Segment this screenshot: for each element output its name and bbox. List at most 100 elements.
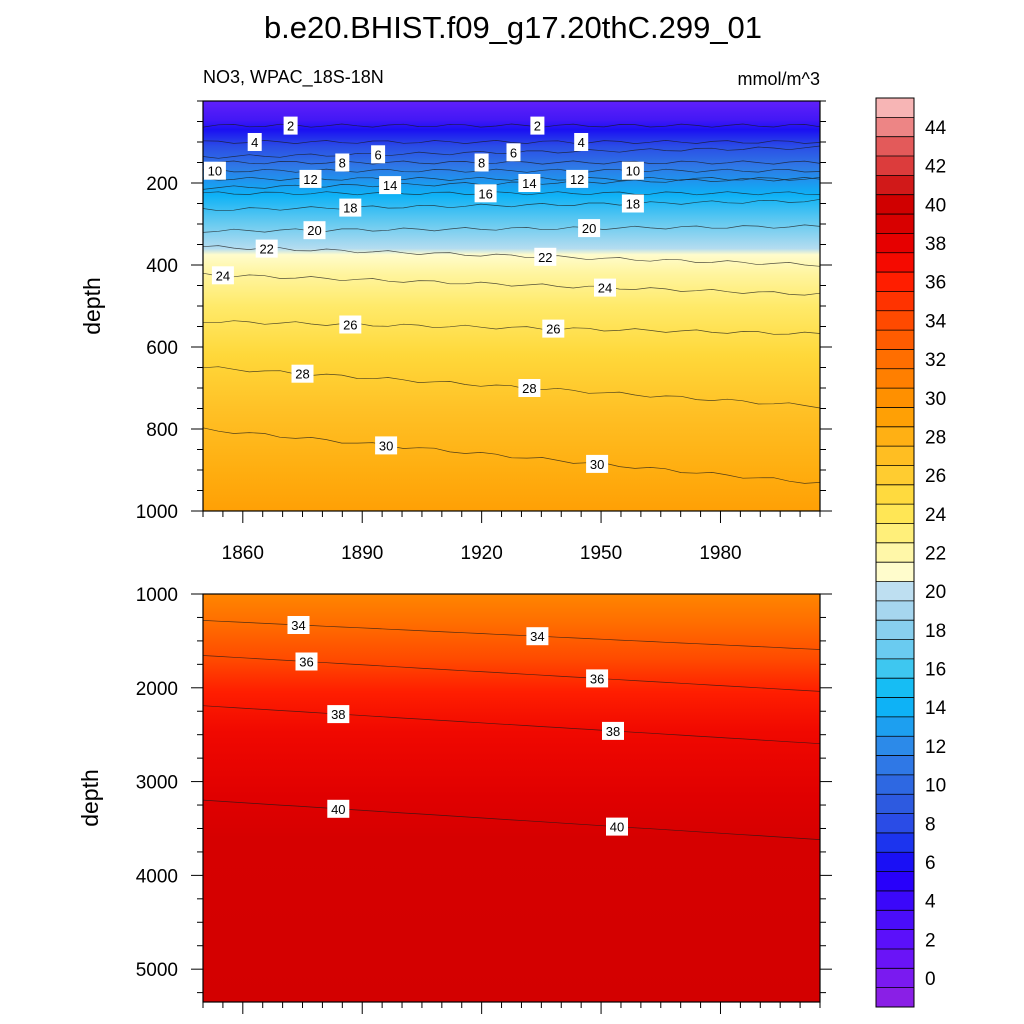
units-label: mmol/m^3: [738, 69, 820, 89]
colorbar-swatch: [876, 678, 914, 698]
contour-label-text: 6: [374, 147, 381, 162]
contour-label: 36: [296, 653, 318, 671]
contour-label-text: 4: [578, 135, 585, 150]
colorbar-label: 20: [925, 582, 946, 603]
contour-label: 38: [327, 705, 349, 723]
colorbar-swatch: [876, 717, 914, 737]
colorbar-swatch: [876, 233, 914, 253]
y-tick-label: 600: [146, 338, 178, 359]
contour-label: 8: [475, 154, 489, 172]
x-tick-label: 1950: [580, 543, 622, 564]
contour-label-text: 14: [383, 178, 397, 193]
colorbar-label: 12: [925, 737, 946, 758]
contour-label-text: 28: [522, 381, 536, 396]
contour-label: 24: [212, 266, 234, 284]
colorbar-swatch: [876, 601, 914, 621]
x-tick-label: 1860: [222, 543, 264, 564]
colorbar-swatch: [876, 543, 914, 563]
colorbar-label: 44: [925, 118, 947, 139]
colorbar-swatch: [876, 794, 914, 814]
contour-label: 16: [475, 184, 497, 202]
contour-label: 10: [204, 162, 226, 180]
colorbar-label: 2: [925, 930, 936, 951]
contour-label-text: 10: [626, 164, 640, 179]
contour-label: 8: [335, 154, 349, 172]
contour-label: 38: [602, 722, 624, 740]
contour-label: 40: [606, 818, 628, 836]
colorbar-label: 42: [925, 157, 946, 178]
contour-label: 28: [518, 379, 540, 397]
colorbar-swatch: [876, 388, 914, 408]
contour-label-text: 6: [510, 145, 517, 160]
contour-label-text: 30: [379, 438, 393, 453]
colorbar-swatch: [876, 195, 914, 215]
colorbar-label: 26: [925, 466, 946, 487]
colorbar-swatch: [876, 698, 914, 718]
colorbar-swatch: [876, 156, 914, 176]
colorbar-label: 14: [925, 698, 947, 719]
contour-label-text: 22: [259, 242, 273, 257]
contour-label: 14: [379, 176, 401, 194]
contour-label-text: 2: [287, 119, 294, 134]
contour-label-text: 26: [546, 322, 560, 337]
colorbar-label: 34: [925, 311, 947, 332]
colorbar-swatch: [876, 504, 914, 524]
contour-label-text: 18: [343, 201, 357, 216]
colorbar-swatch: [876, 349, 914, 369]
y-tick-label: 5000: [136, 960, 178, 981]
colorbar-swatch: [876, 330, 914, 350]
contour-label-text: 26: [343, 318, 357, 333]
y-tick-label: 1000: [136, 585, 178, 606]
colorbar-label: 36: [925, 273, 946, 294]
contour-label: 18: [622, 195, 644, 213]
lower-x-axis-ticks: [203, 1002, 820, 1014]
colorbar-swatch: [876, 852, 914, 872]
colorbar-label: 16: [925, 660, 946, 681]
contour-label: 4: [248, 133, 262, 151]
contour-label: 6: [371, 145, 385, 163]
contour-label: 10: [622, 162, 644, 180]
x-tick-label: 1980: [699, 543, 741, 564]
colorbar-swatch: [876, 407, 914, 427]
contour-label: 36: [586, 669, 608, 687]
contour-label-text: 12: [570, 172, 584, 187]
colorbar-swatch: [876, 756, 914, 776]
y-tick-label: 1000: [136, 502, 178, 523]
contour-label-text: 10: [208, 164, 222, 179]
y-tick-label: 400: [146, 256, 178, 277]
colorbar-label: 18: [925, 621, 946, 642]
colorbar-swatch: [876, 272, 914, 292]
contour-label-text: 28: [295, 367, 309, 382]
contour-label: 30: [586, 455, 608, 473]
contour-label: 12: [300, 170, 322, 188]
contour-label: 22: [256, 240, 278, 258]
colorbar-swatch: [876, 582, 914, 602]
colorbar-swatch: [876, 833, 914, 853]
contour-label-text: 40: [331, 802, 345, 817]
colorbar-swatch: [876, 523, 914, 543]
colorbar-swatch: [876, 640, 914, 660]
contour-label-text: 36: [590, 671, 604, 686]
contour-label: 20: [304, 221, 326, 239]
contour-label: 20: [578, 219, 600, 237]
colorbar-swatch: [876, 311, 914, 331]
colorbar: 0246810121416182022242628303234363840424…: [876, 98, 947, 1007]
colorbar-swatch: [876, 117, 914, 137]
contour-label-text: 34: [530, 629, 544, 644]
colorbar-swatch: [876, 910, 914, 930]
contour-label-text: 34: [291, 618, 305, 633]
colorbar-label: 22: [925, 544, 946, 565]
contour-label-text: 38: [606, 724, 620, 739]
colorbar-label: 38: [925, 234, 946, 255]
contour-label-text: 22: [538, 250, 552, 265]
colorbar-swatch: [876, 872, 914, 892]
colorbar-swatch: [876, 485, 914, 505]
colorbar-swatch: [876, 988, 914, 1008]
contour-label-text: 24: [598, 281, 612, 296]
contour-label: 14: [518, 174, 540, 192]
colorbar-swatch: [876, 253, 914, 273]
colorbar-swatch: [876, 659, 914, 679]
contour-label: 6: [507, 143, 521, 161]
colorbar-label: 32: [925, 350, 946, 371]
